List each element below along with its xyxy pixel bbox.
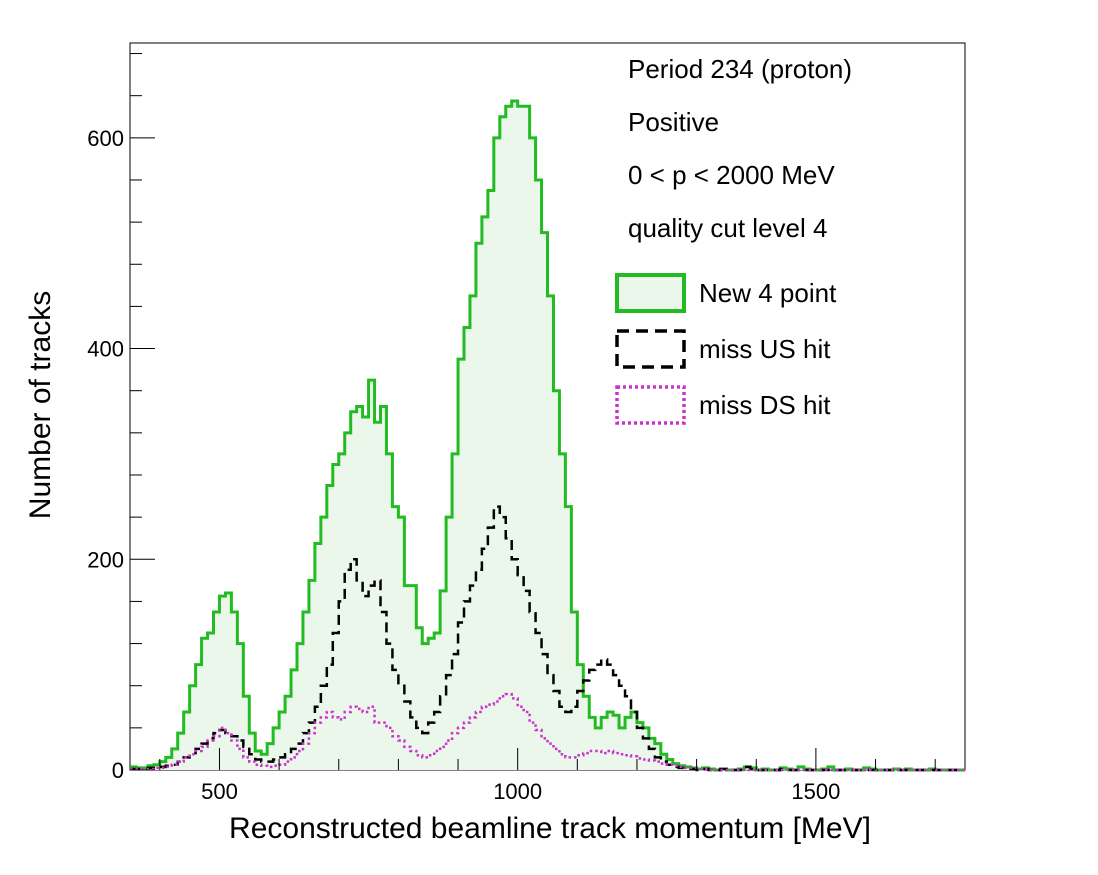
legend-swatch	[615, 329, 686, 369]
legend-label: New 4 point	[699, 278, 837, 308]
legend-entry: New 4 point	[615, 273, 837, 313]
series-line-new-4-point	[130, 99, 965, 772]
legend-label: miss US hit	[699, 334, 831, 364]
y-tick-label: 400	[87, 337, 124, 362]
legend-entry: miss DS hit	[615, 385, 831, 425]
legend-swatch	[615, 273, 686, 313]
y-axis-label: Number of tracks	[24, 291, 57, 519]
series-lines	[130, 99, 965, 772]
annotations: Period 234 (proton) Positive 0 < p < 2000 …	[628, 54, 852, 243]
series-line-miss-ds-hit	[130, 692, 965, 772]
legend-label: miss DS hit	[699, 390, 831, 420]
x-tick-label: 500	[201, 779, 238, 804]
x-axis-label: Reconstructed beamline track momentum [M…	[229, 812, 871, 845]
annotation-line: 0 < p < 2000 MeV	[628, 160, 835, 190]
y-tick-label: 600	[87, 126, 124, 151]
x-tick-label: 1500	[791, 779, 840, 804]
annotation-line: quality cut level 4	[628, 213, 827, 243]
legend-entry: miss US hit	[615, 329, 831, 369]
y-tick-label: 0	[112, 758, 124, 783]
legend: New 4 point miss US hit miss DS hit	[615, 273, 837, 425]
y-tick-label: 200	[87, 547, 124, 572]
annotation-line: Positive	[628, 107, 719, 137]
annotation-line: Period 234 (proton)	[628, 54, 852, 84]
legend-swatch	[615, 385, 686, 425]
axes: 500 1000 1500 0 200 400 600	[87, 53, 936, 804]
x-tick-label: 1000	[493, 779, 542, 804]
series-line-miss-us-hit	[130, 505, 965, 772]
